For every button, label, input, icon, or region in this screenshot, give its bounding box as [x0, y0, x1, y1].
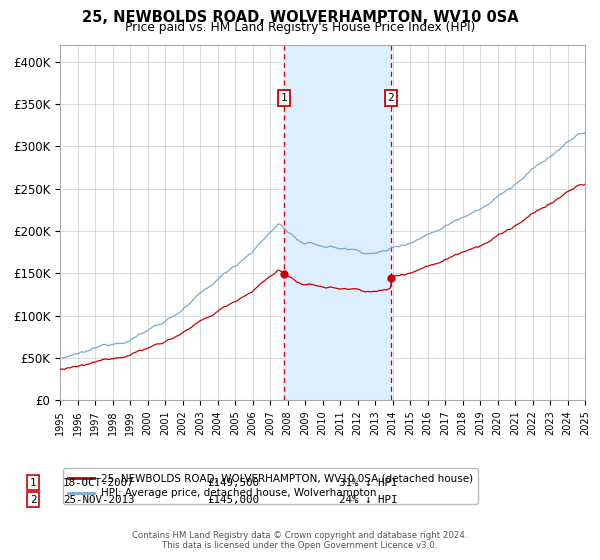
Bar [284, 45, 391, 400]
Text: 31% ↓ HPI: 31% ↓ HPI [339, 478, 397, 488]
Text: 18-OCT-2007: 18-OCT-2007 [63, 478, 134, 488]
Text: 25, NEWBOLDS ROAD, WOLVERHAMPTON, WV10 0SA: 25, NEWBOLDS ROAD, WOLVERHAMPTON, WV10 0… [82, 10, 518, 25]
Text: Price paid vs. HM Land Registry's House Price Index (HPI): Price paid vs. HM Land Registry's House … [125, 21, 475, 34]
Text: 1: 1 [281, 93, 287, 103]
Text: £149,500: £149,500 [207, 478, 259, 488]
Text: 24% ↓ HPI: 24% ↓ HPI [339, 494, 397, 505]
Text: 2: 2 [30, 494, 36, 505]
Text: Contains HM Land Registry data © Crown copyright and database right 2024.
This d: Contains HM Land Registry data © Crown c… [132, 530, 468, 550]
Text: £145,000: £145,000 [207, 494, 259, 505]
Text: 1: 1 [30, 478, 36, 488]
Text: 25-NOV-2013: 25-NOV-2013 [63, 494, 134, 505]
Text: 2: 2 [388, 93, 394, 103]
Legend: 25, NEWBOLDS ROAD, WOLVERHAMPTON, WV10 0SA (detached house), HPI: Average price,: 25, NEWBOLDS ROAD, WOLVERHAMPTON, WV10 0… [62, 468, 478, 504]
